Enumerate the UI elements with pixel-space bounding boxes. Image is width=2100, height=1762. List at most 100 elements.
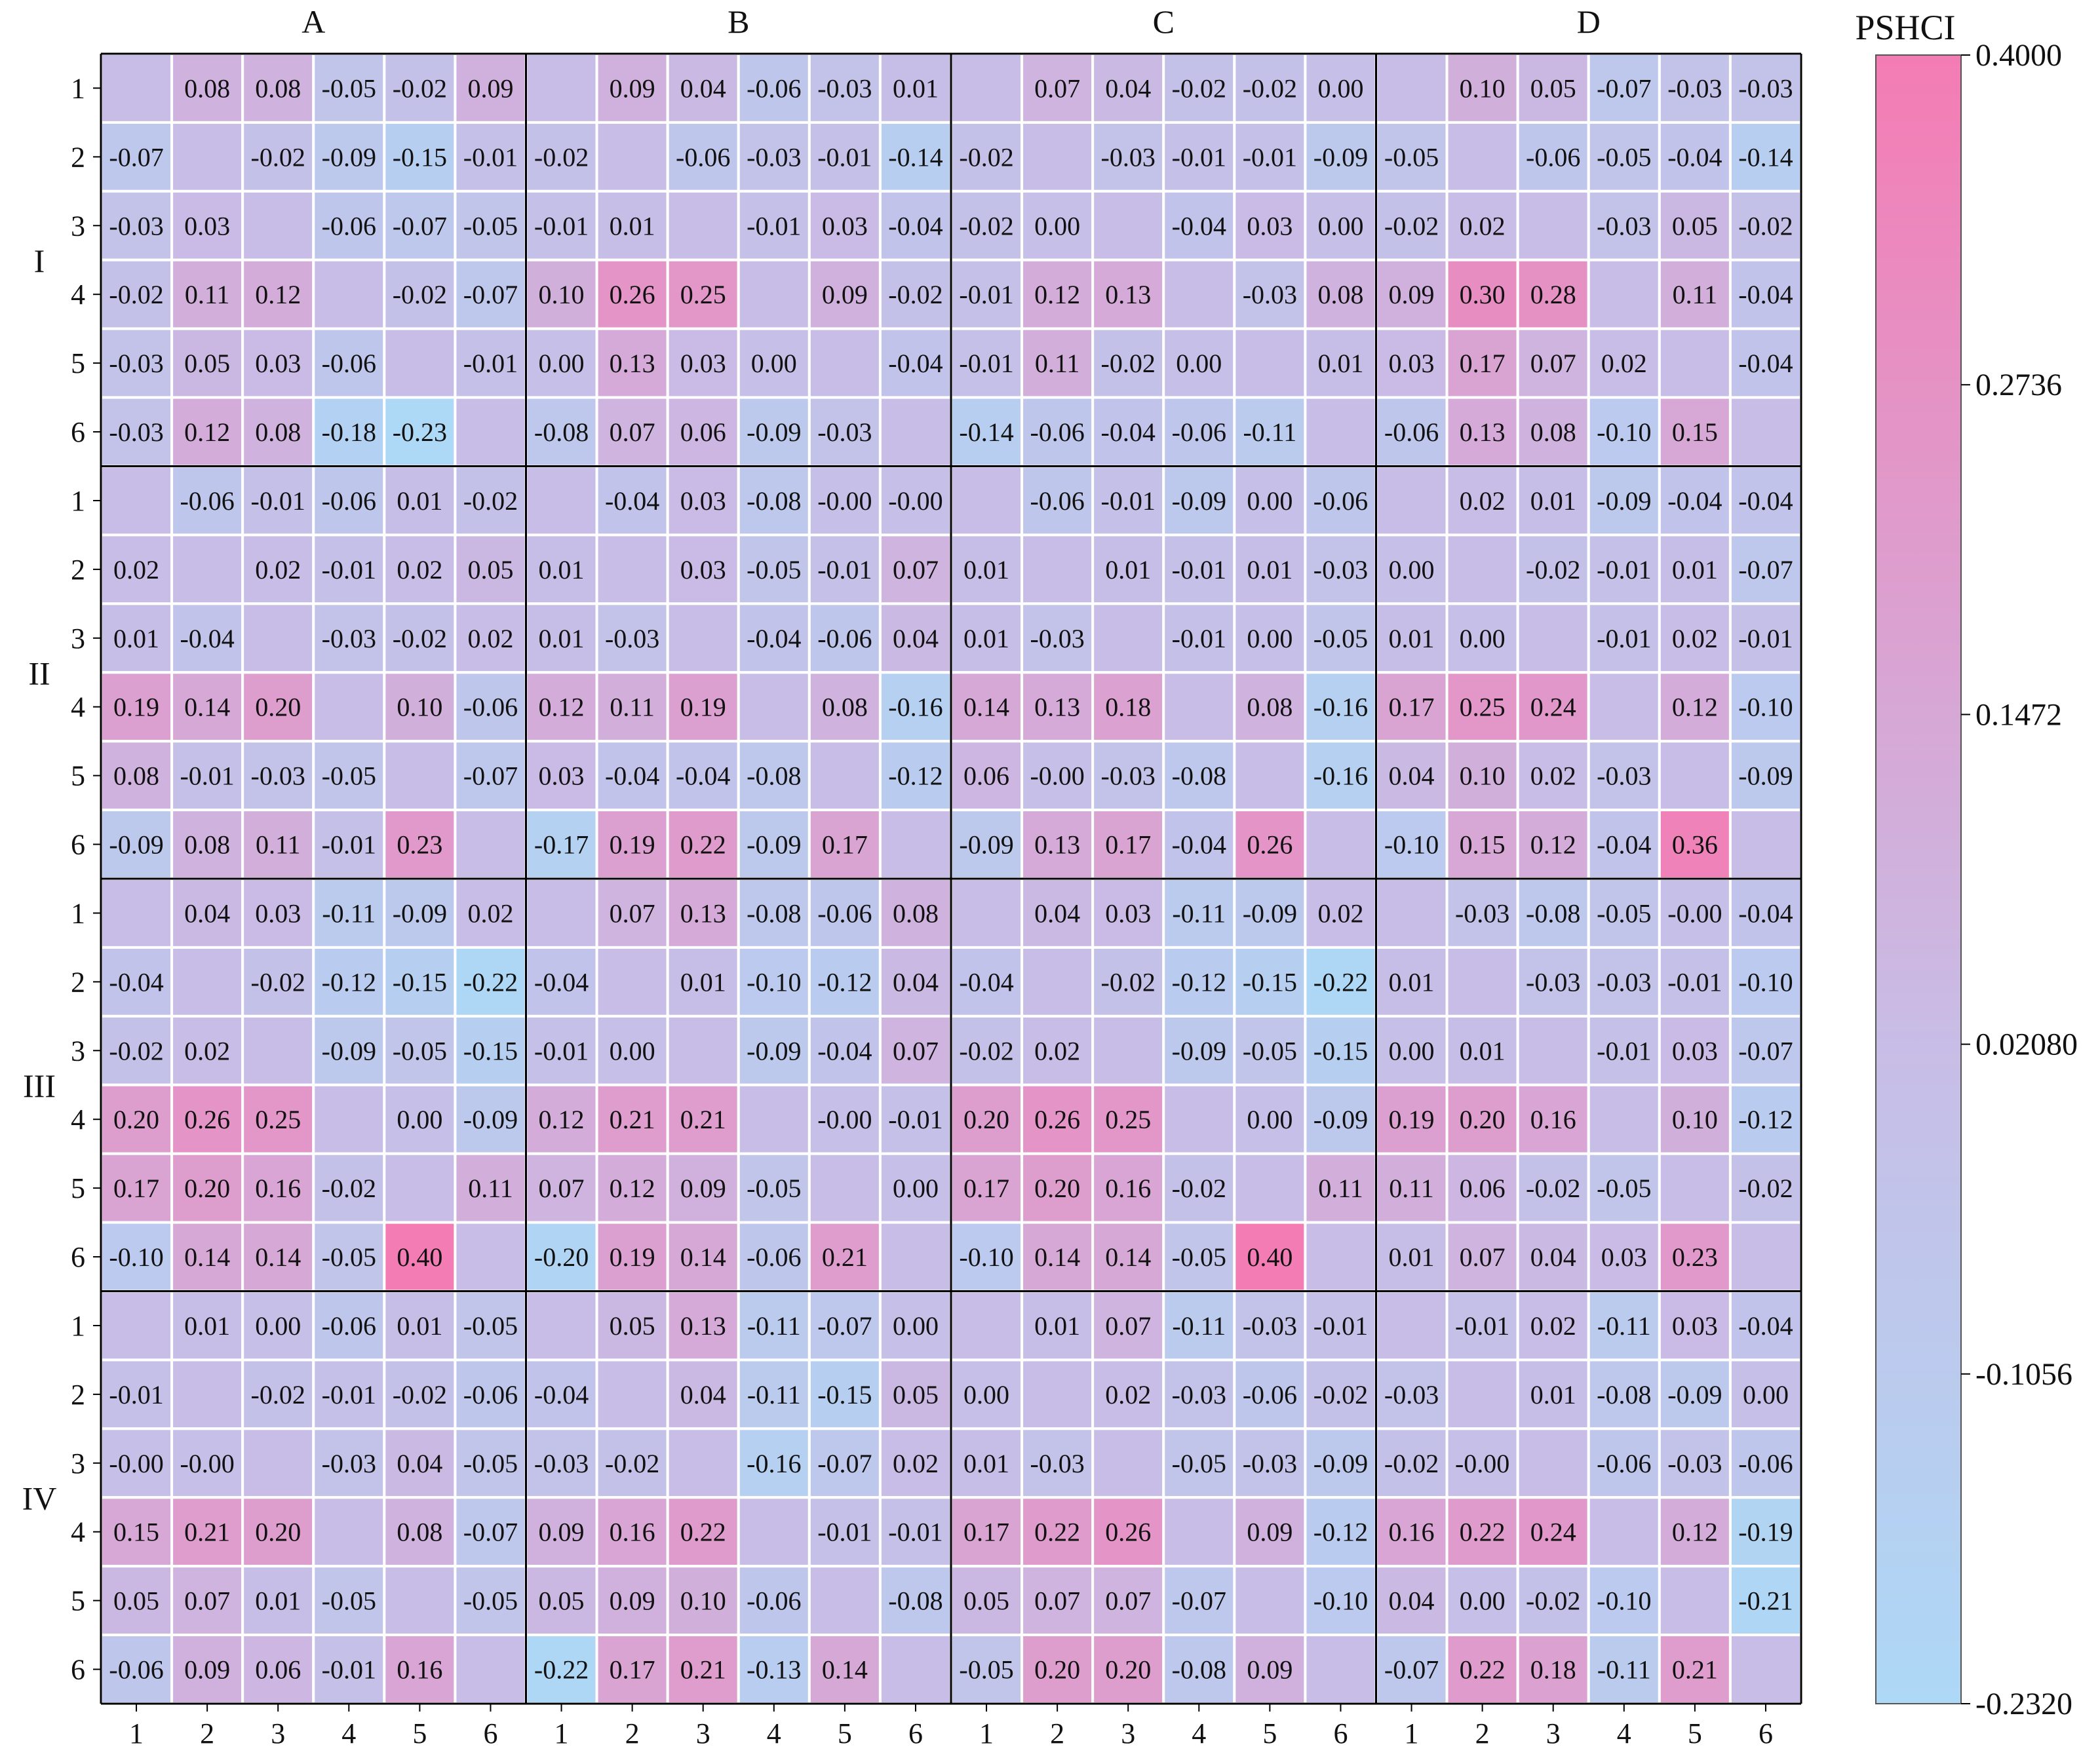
cell-value-label: 0.00 [893,1311,939,1341]
cell-value-label: 0.01 [255,1586,301,1616]
heatmap-cell [737,1565,811,1637]
cell-value-label: -0.01 [534,1036,589,1065]
cell-value-label: 0.05 [610,1311,655,1341]
cell-value-label: 0.00 [1389,555,1435,584]
cell-value-label: 0.03 [1389,349,1435,378]
cell-value-label: 0.08 [893,898,939,928]
x-tick-label: 3 [696,1717,710,1750]
cell-value-label: -0.03 [605,624,659,653]
heatmap-cell [1021,465,1095,537]
heatmap-cell [100,1496,174,1568]
cell-value-label: 0.02 [255,555,301,584]
cell-value-label: 0.13 [1034,830,1080,860]
x-tick-label: 3 [271,1717,285,1750]
column-group-label: B [728,3,749,40]
heatmap-cell [241,258,315,330]
heatmap-cell [100,1427,174,1499]
cell-value-label: -0.06 [322,486,376,516]
heatmap-cell [312,258,386,330]
heatmap-cell [1587,1290,1661,1362]
cell-value-label: -0.05 [959,1655,1013,1685]
heatmap-cell [1728,121,1803,193]
cell-value-label: -0.05 [1172,1449,1226,1478]
heatmap-cell [1021,1083,1095,1155]
cell-value-label: 0.17 [1389,693,1435,722]
cell-value-label: -0.04 [1172,830,1226,860]
cell-value-label: 0.22 [680,830,726,860]
cell-value-label: 0.26 [610,280,655,309]
heatmap-cell [1304,1427,1378,1499]
heatmap-cell [1445,1152,1519,1224]
heatmap-cell [950,258,1024,330]
cell-value-label: 0.14 [963,693,1009,722]
cell-value-label: 0.09 [539,1518,585,1547]
heatmap-cell [383,258,457,330]
cell-value-label: -0.02 [1384,1449,1439,1478]
cell-value-label: 0.08 [1317,280,1363,309]
cell-value-label: 0.25 [1460,693,1506,722]
cell-value-label: 0.21 [680,1655,726,1685]
cell-value-label: 0.24 [1530,1518,1576,1547]
cell-value-label: 0.09 [184,1655,230,1685]
cell-value-label: 0.05 [1672,211,1718,240]
heatmap-cell [1233,1427,1307,1499]
heatmap-cell [1304,258,1378,330]
colorbar-tick-label: 0.02080 [1975,1027,2078,1062]
cell-value-label: 0.22 [1034,1518,1080,1547]
heatmap-cell [737,1496,811,1568]
cell-value-label: 0.24 [1530,693,1576,722]
heatmap-cell [1233,465,1307,537]
heatmap-value-labels: 0.08 0.08 -0.05 -0.02 0.09 -0.07 -0.02 -0.09 -0.… [109,73,1793,1684]
cell-value-label: -0.06 [1597,1449,1651,1478]
heatmap-cell [1445,533,1519,605]
cell-value-label: 0.07 [1530,349,1576,378]
cell-value-label: 0.03 [1672,1036,1718,1065]
row-group-label: III [23,1067,56,1104]
cell-value-label: -0.06 [180,486,234,516]
cell-value-label: -0.08 [747,486,801,516]
heatmap-cell [170,258,244,330]
x-tick-label: 4 [767,1717,781,1750]
cell-value-label: 0.11 [256,830,301,860]
heatmap-cell [383,740,457,812]
cell-value-label: 0.05 [467,555,513,584]
cell-value-label: -0.09 [1738,761,1793,791]
heatmap-cell [1516,1634,1590,1705]
colorbar-tick-label: 0.2736 [1975,368,2062,402]
cell-value-label: 0.08 [255,417,301,447]
cell-value-label: 0.16 [397,1655,442,1685]
heatmap-cell [524,877,598,949]
heatmap-cell [1162,533,1236,605]
x-tick-label: 4 [341,1717,356,1750]
cell-value-label: -0.04 [747,624,801,653]
cell-value-label: -0.12 [1172,967,1226,997]
cell-value-label: -0.03 [1243,1311,1297,1341]
cell-value-label: 0.00 [751,349,797,378]
cell-value-label: 0.04 [397,1449,442,1478]
heatmap-cell [1658,258,1732,330]
heatmap-cell [1658,327,1732,399]
heatmap-cell [1516,1427,1590,1499]
cell-value-label: -0.06 [1243,1380,1297,1409]
cell-value-label: -0.01 [1455,1311,1509,1341]
cell-value-label: 0.20 [1105,1655,1151,1685]
heatmap-cell [1091,602,1165,674]
x-tick-label: 6 [908,1717,923,1750]
cell-value-label: -0.05 [322,761,376,791]
cell-value-label: -0.09 [109,830,163,860]
heatmap-cell [524,258,598,330]
cell-value-label: 0.10 [397,693,442,722]
y-tick-label: 6 [71,829,85,861]
cell-value-label: -0.14 [1738,142,1793,172]
heatmap-cell [950,877,1024,949]
cell-value-label: 0.12 [539,693,585,722]
cell-value-label: -0.03 [1597,211,1651,240]
cell-value-label: 0.05 [1530,73,1576,103]
cell-value-label: -0.03 [1313,555,1368,584]
cell-value-label: 0.20 [963,1105,1009,1134]
cell-value-label: -0.06 [1313,486,1368,516]
heatmap-cell [100,52,174,124]
cell-value-label: 0.07 [184,1586,230,1616]
cell-value-label: -0.11 [747,1311,801,1341]
